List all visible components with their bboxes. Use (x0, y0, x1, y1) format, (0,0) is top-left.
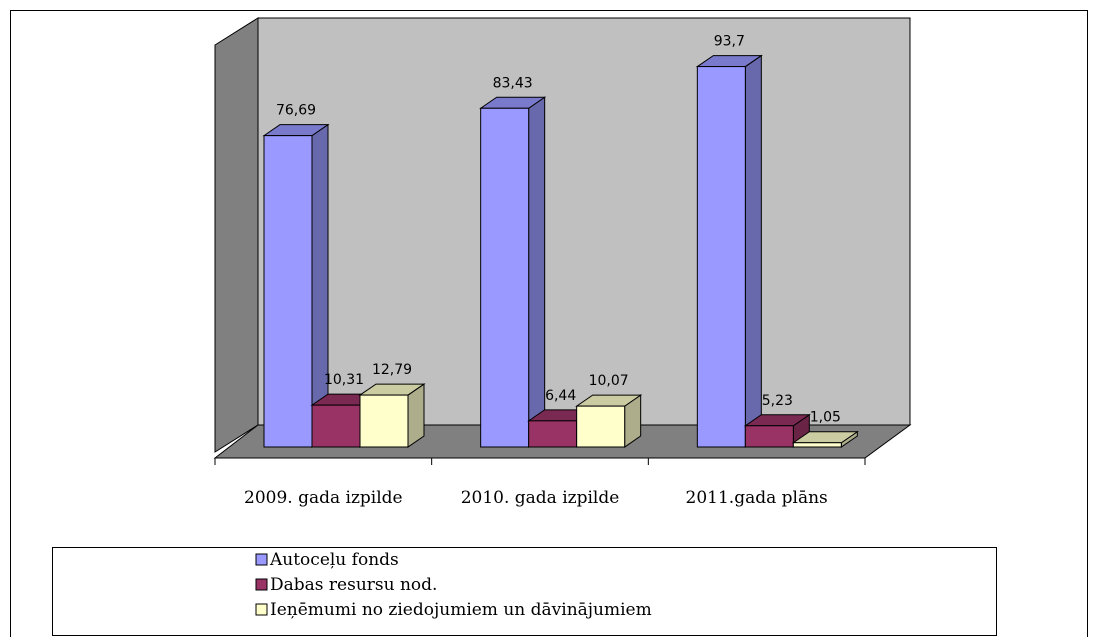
legend-swatch (255, 578, 268, 591)
data-label: 83,43 (493, 75, 533, 91)
bar (479, 96, 547, 448)
back-wall (257, 17, 911, 426)
data-label: 1,05 (810, 410, 841, 426)
data-label: 93,7 (714, 34, 745, 50)
bar-front (263, 135, 313, 448)
bar (358, 383, 426, 448)
data-label: 5,23 (762, 393, 793, 409)
bar-front (792, 442, 842, 448)
bar-front (744, 425, 794, 448)
bar-front (359, 394, 409, 448)
bar (743, 413, 811, 448)
bar-front (480, 107, 530, 448)
bar-side (528, 96, 546, 448)
legend-label: Autoceļu fonds (269, 550, 399, 570)
bar-front (528, 420, 578, 448)
legend-swatch (255, 553, 268, 566)
bar (791, 430, 859, 448)
x-tick-label: 2011.gada plāns (686, 488, 828, 508)
legend-label: Dabas resursu nod. (270, 575, 437, 595)
bar-front (696, 66, 746, 448)
bar (695, 54, 763, 448)
bar (262, 123, 330, 448)
x-tick-label: 2009. gada izpilde (244, 488, 403, 508)
legend (52, 547, 997, 636)
bar-front (311, 404, 361, 448)
bar (575, 394, 643, 448)
data-label: 10,31 (324, 372, 364, 388)
legend-label: Ieņēmumi no ziedojumiem un dāvinājumiem (270, 600, 652, 620)
bar-side (744, 54, 762, 448)
side-wall (214, 17, 259, 453)
data-label: 12,79 (372, 362, 412, 378)
x-tick-label: 2010. gada izpilde (461, 488, 620, 508)
data-label: 76,69 (276, 103, 316, 119)
bar-front (576, 405, 626, 448)
legend-swatch (255, 603, 268, 616)
data-label: 10,07 (589, 373, 629, 389)
data-label: 6,44 (545, 388, 576, 404)
